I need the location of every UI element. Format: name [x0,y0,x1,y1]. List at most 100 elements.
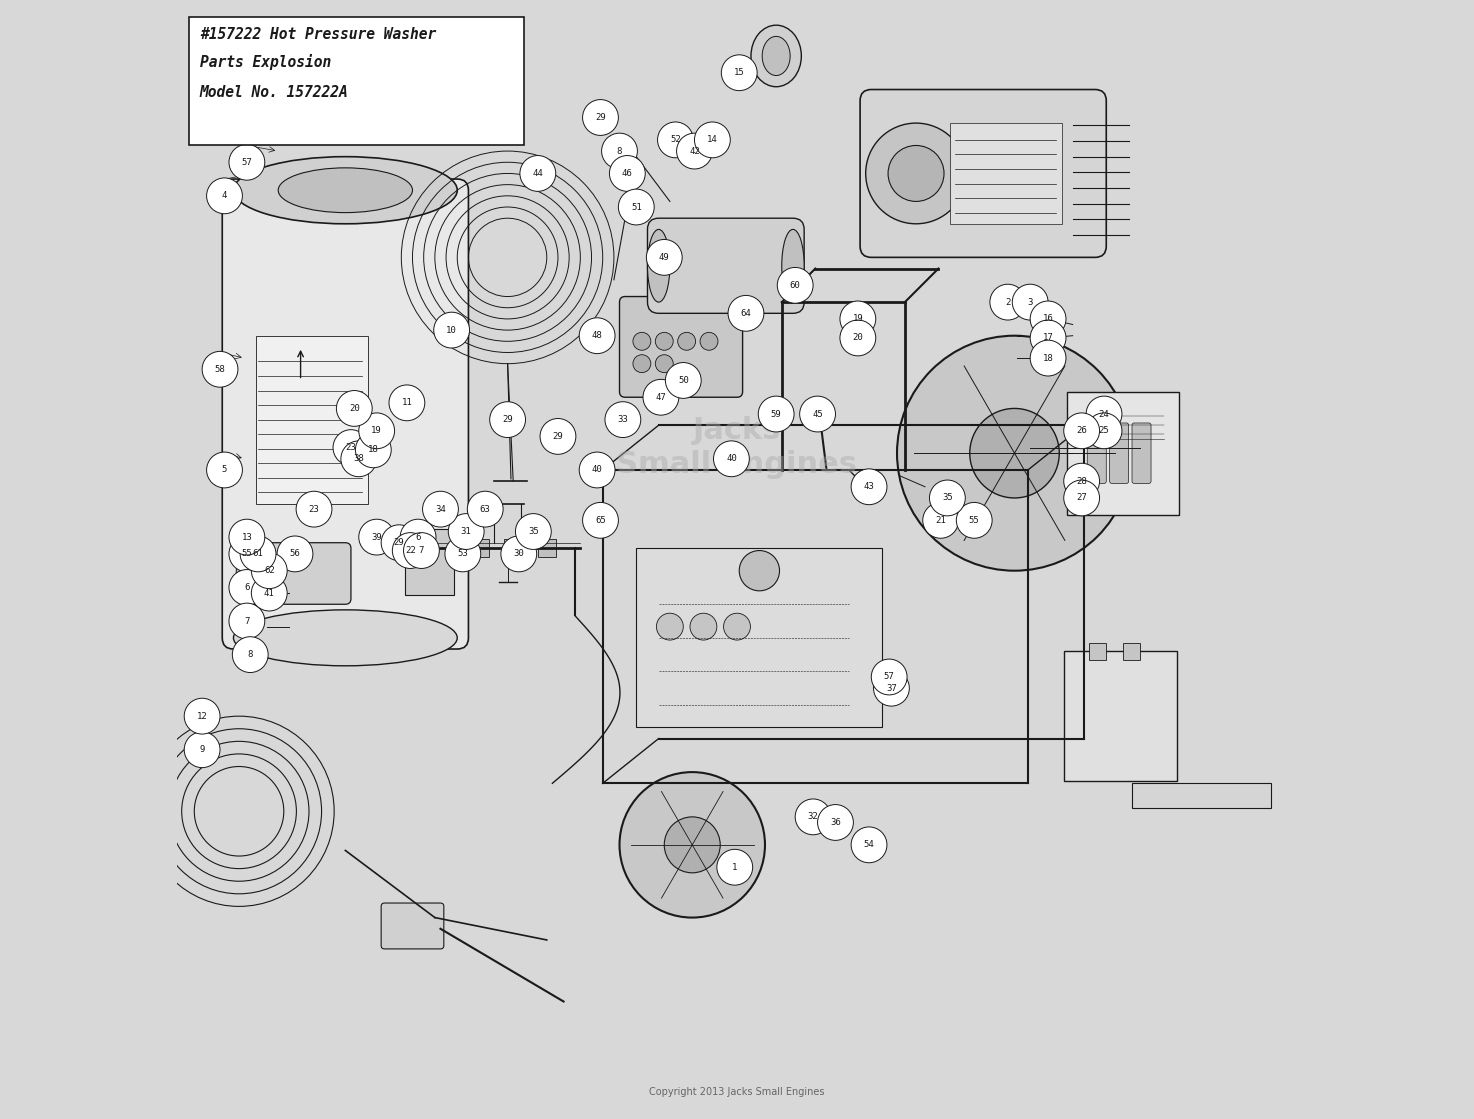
Circle shape [632,332,652,350]
Circle shape [619,189,654,225]
Circle shape [206,452,242,488]
Circle shape [582,100,619,135]
Text: 43: 43 [864,482,874,491]
Text: 40: 40 [727,454,737,463]
Text: 57: 57 [884,673,895,681]
Circle shape [333,430,368,466]
Circle shape [604,402,641,438]
Text: 8: 8 [248,650,254,659]
Text: 27: 27 [1076,493,1086,502]
Text: 16: 16 [1042,314,1054,323]
Circle shape [601,133,637,169]
Text: 45: 45 [812,410,822,419]
Ellipse shape [236,548,254,599]
Circle shape [389,385,425,421]
FancyBboxPatch shape [223,179,469,649]
FancyBboxPatch shape [637,548,883,727]
Text: 17: 17 [1042,333,1054,342]
Text: 20: 20 [852,333,864,342]
Text: Model No. 157222A: Model No. 157222A [200,85,349,101]
Text: 10: 10 [447,326,457,335]
Text: #157222 Hot Pressure Washer: #157222 Hot Pressure Washer [200,27,436,43]
FancyBboxPatch shape [949,123,1061,224]
Circle shape [399,519,436,555]
Circle shape [865,123,967,224]
Text: 50: 50 [678,376,688,385]
Circle shape [340,441,377,477]
Circle shape [467,491,503,527]
Text: 51: 51 [631,203,641,211]
Circle shape [355,432,391,468]
FancyBboxPatch shape [405,529,454,595]
Ellipse shape [647,229,669,302]
Text: 54: 54 [864,840,874,849]
Circle shape [579,452,615,488]
Circle shape [228,536,265,572]
FancyBboxPatch shape [1132,783,1271,808]
Text: 22: 22 [405,546,416,555]
Circle shape [898,336,1132,571]
Text: 42: 42 [690,147,700,156]
FancyBboxPatch shape [861,90,1107,257]
Text: 64: 64 [740,309,752,318]
Text: 53: 53 [457,549,469,558]
Circle shape [445,536,481,572]
Circle shape [582,502,619,538]
Text: Parts Explosion: Parts Explosion [200,54,332,70]
Text: Jacks
Small Engines: Jacks Small Engines [616,416,858,479]
Circle shape [643,379,680,415]
Circle shape [1013,284,1048,320]
Text: 35: 35 [528,527,538,536]
Text: 6: 6 [245,583,249,592]
Circle shape [678,332,696,350]
Text: 15: 15 [734,68,744,77]
Text: 29: 29 [394,538,404,547]
Circle shape [930,480,965,516]
Circle shape [794,799,831,835]
FancyBboxPatch shape [1064,651,1176,781]
Circle shape [392,533,427,568]
Circle shape [358,413,395,449]
FancyBboxPatch shape [1067,392,1179,515]
Circle shape [228,519,265,555]
Circle shape [184,698,220,734]
Circle shape [240,536,276,572]
Circle shape [1064,463,1100,499]
Text: 37: 37 [886,684,896,693]
Circle shape [1030,301,1066,337]
Text: 48: 48 [591,331,603,340]
Text: 38: 38 [354,454,364,463]
FancyBboxPatch shape [438,539,455,557]
Text: 55: 55 [968,516,980,525]
Ellipse shape [279,168,413,213]
FancyBboxPatch shape [647,218,805,313]
Text: 7: 7 [245,617,249,626]
Circle shape [228,603,265,639]
Circle shape [850,469,887,505]
Text: 18: 18 [368,445,379,454]
Text: 49: 49 [659,253,669,262]
Text: 19: 19 [852,314,864,323]
Text: 39: 39 [371,533,382,542]
Text: 57: 57 [242,158,252,167]
Text: 6: 6 [416,533,420,542]
Text: 23: 23 [345,443,357,452]
Text: 18: 18 [1042,354,1054,363]
Circle shape [665,817,721,873]
Text: 14: 14 [708,135,718,144]
Text: 13: 13 [242,533,252,542]
Circle shape [991,284,1026,320]
Circle shape [489,402,526,438]
Circle shape [800,396,836,432]
Text: 33: 33 [618,415,628,424]
Circle shape [758,396,794,432]
FancyBboxPatch shape [504,539,522,557]
Text: 28: 28 [1076,477,1086,486]
Circle shape [656,332,674,350]
Circle shape [665,363,702,398]
Circle shape [233,637,268,673]
Text: 29: 29 [595,113,606,122]
Text: 36: 36 [830,818,840,827]
Circle shape [609,156,646,191]
Text: 58: 58 [215,365,226,374]
